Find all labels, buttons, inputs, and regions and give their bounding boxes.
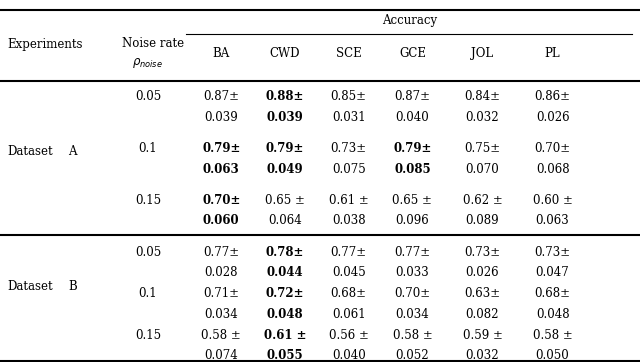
Text: 0.039: 0.039 bbox=[267, 111, 303, 124]
Text: 0.72±: 0.72± bbox=[266, 287, 304, 300]
Text: 0.074: 0.074 bbox=[204, 349, 238, 362]
Text: 0.68±: 0.68± bbox=[331, 287, 367, 300]
Text: 0.034: 0.034 bbox=[396, 308, 429, 321]
Text: 0.061: 0.061 bbox=[332, 308, 365, 321]
Text: 0.038: 0.038 bbox=[332, 214, 365, 227]
Text: 0.055: 0.055 bbox=[267, 349, 303, 362]
Text: 0.1: 0.1 bbox=[139, 287, 157, 300]
Text: 0.79±: 0.79± bbox=[266, 142, 304, 155]
Text: 0.61 ±: 0.61 ± bbox=[264, 329, 306, 341]
Text: 0.049: 0.049 bbox=[267, 163, 303, 176]
Text: 0.068: 0.068 bbox=[536, 163, 570, 176]
Text: 0.84±: 0.84± bbox=[465, 90, 500, 103]
Text: 0.040: 0.040 bbox=[332, 349, 365, 362]
Text: 0.78±: 0.78± bbox=[266, 245, 304, 258]
Text: Accuracy: Accuracy bbox=[381, 14, 436, 27]
Text: Dataset: Dataset bbox=[8, 145, 53, 158]
Text: 0.031: 0.031 bbox=[332, 111, 365, 124]
Text: 0.063: 0.063 bbox=[536, 214, 570, 227]
Text: 0.085: 0.085 bbox=[394, 163, 431, 176]
Text: 0.65 ±: 0.65 ± bbox=[392, 194, 433, 207]
Text: 0.075: 0.075 bbox=[332, 163, 365, 176]
Text: 0.070: 0.070 bbox=[466, 163, 499, 176]
Text: 0.033: 0.033 bbox=[396, 266, 429, 279]
Text: 0.87±: 0.87± bbox=[204, 90, 239, 103]
Text: 0.026: 0.026 bbox=[536, 111, 570, 124]
Text: 0.60 ±: 0.60 ± bbox=[532, 194, 573, 207]
Text: 0.089: 0.089 bbox=[466, 214, 499, 227]
Text: 0.58 ±: 0.58 ± bbox=[202, 329, 241, 341]
Text: B: B bbox=[68, 280, 77, 293]
Text: 0.032: 0.032 bbox=[466, 111, 499, 124]
Text: Dataset: Dataset bbox=[8, 280, 53, 293]
Text: GCE: GCE bbox=[399, 47, 426, 60]
Text: 0.58 ±: 0.58 ± bbox=[532, 329, 572, 341]
Text: 0.048: 0.048 bbox=[536, 308, 570, 321]
Text: 0.05: 0.05 bbox=[135, 90, 161, 103]
Text: 0.15: 0.15 bbox=[135, 194, 161, 207]
Text: $\rho_{noise}$: $\rho_{noise}$ bbox=[132, 56, 163, 70]
Text: 0.082: 0.082 bbox=[466, 308, 499, 321]
Text: 0.70±: 0.70± bbox=[534, 142, 571, 155]
Text: 0.58 ±: 0.58 ± bbox=[392, 329, 432, 341]
Text: 0.62 ±: 0.62 ± bbox=[463, 194, 502, 207]
Text: 0.052: 0.052 bbox=[396, 349, 429, 362]
Text: 0.73±: 0.73± bbox=[465, 245, 500, 258]
Text: 0.060: 0.060 bbox=[203, 214, 239, 227]
Text: BA: BA bbox=[212, 47, 230, 60]
Text: PL: PL bbox=[545, 47, 561, 60]
Text: 0.039: 0.039 bbox=[204, 111, 238, 124]
Text: 0.034: 0.034 bbox=[204, 308, 238, 321]
Text: Noise rate: Noise rate bbox=[122, 37, 184, 50]
Text: 0.77±: 0.77± bbox=[394, 245, 431, 258]
Text: 0.026: 0.026 bbox=[466, 266, 499, 279]
Text: 0.048: 0.048 bbox=[267, 308, 303, 321]
Text: 0.88±: 0.88± bbox=[266, 90, 304, 103]
Text: 0.032: 0.032 bbox=[466, 349, 499, 362]
Text: 0.71±: 0.71± bbox=[204, 287, 239, 300]
Text: 0.050: 0.050 bbox=[536, 349, 570, 362]
Text: Experiments: Experiments bbox=[8, 38, 83, 51]
Text: 0.63±: 0.63± bbox=[465, 287, 500, 300]
Text: CWD: CWD bbox=[269, 47, 300, 60]
Text: 0.68±: 0.68± bbox=[534, 287, 571, 300]
Text: 0.70±: 0.70± bbox=[202, 194, 241, 207]
Text: 0.77±: 0.77± bbox=[331, 245, 367, 258]
Text: 0.77±: 0.77± bbox=[203, 245, 239, 258]
Text: 0.79±: 0.79± bbox=[202, 142, 241, 155]
Text: 0.096: 0.096 bbox=[396, 214, 429, 227]
Text: SCE: SCE bbox=[336, 47, 362, 60]
Text: 0.063: 0.063 bbox=[203, 163, 239, 176]
Text: 0.73±: 0.73± bbox=[534, 245, 571, 258]
Text: 0.70±: 0.70± bbox=[394, 287, 431, 300]
Text: 0.87±: 0.87± bbox=[394, 90, 430, 103]
Text: 0.65 ±: 0.65 ± bbox=[265, 194, 305, 207]
Text: 0.045: 0.045 bbox=[332, 266, 365, 279]
Text: 0.75±: 0.75± bbox=[465, 142, 500, 155]
Text: 0.73±: 0.73± bbox=[331, 142, 367, 155]
Text: 0.85±: 0.85± bbox=[331, 90, 367, 103]
Text: 0.79±: 0.79± bbox=[393, 142, 431, 155]
Text: 0.61 ±: 0.61 ± bbox=[329, 194, 369, 207]
Text: 0.044: 0.044 bbox=[267, 266, 303, 279]
Text: JOL: JOL bbox=[472, 47, 493, 60]
Text: 0.1: 0.1 bbox=[139, 142, 157, 155]
Text: 0.047: 0.047 bbox=[536, 266, 570, 279]
Text: 0.064: 0.064 bbox=[268, 214, 302, 227]
Text: 0.05: 0.05 bbox=[135, 245, 161, 258]
Text: 0.56 ±: 0.56 ± bbox=[329, 329, 369, 341]
Text: A: A bbox=[68, 145, 77, 158]
Text: 0.59 ±: 0.59 ± bbox=[463, 329, 502, 341]
Text: 0.028: 0.028 bbox=[205, 266, 238, 279]
Text: 0.86±: 0.86± bbox=[534, 90, 571, 103]
Text: 0.040: 0.040 bbox=[396, 111, 429, 124]
Text: 0.15: 0.15 bbox=[135, 329, 161, 341]
